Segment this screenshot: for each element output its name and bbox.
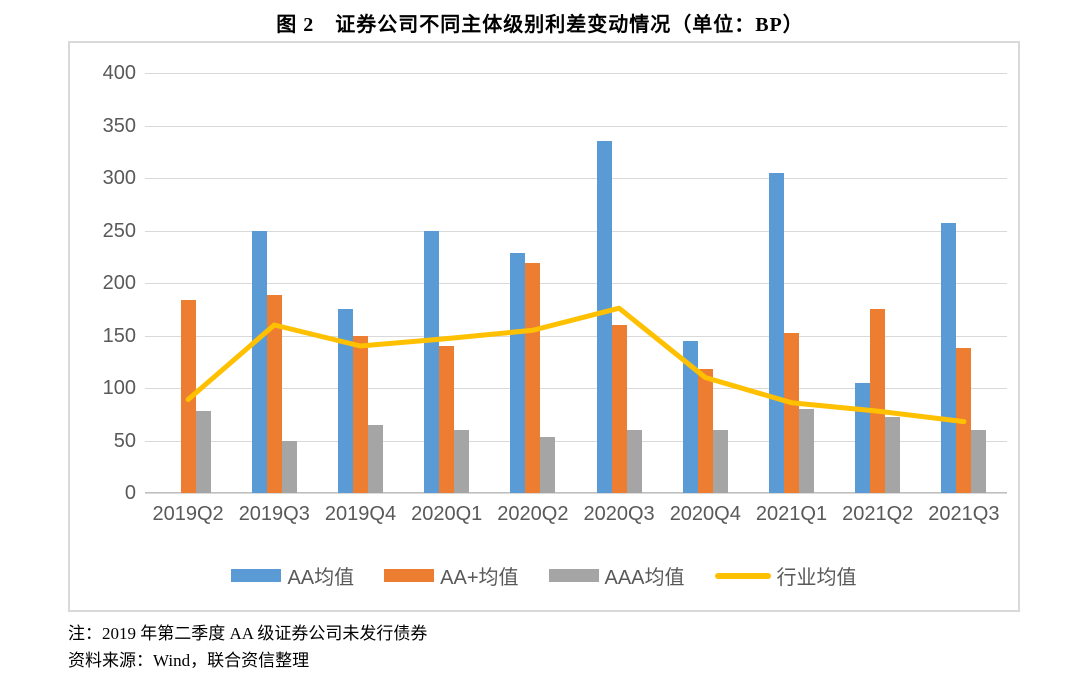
x-tick-label: 2021Q1: [755, 503, 828, 525]
x-axis: 2019Q2 2019Q3 2019Q4 2020Q1 2020Q2 2020Q3 2020…: [145, 503, 1007, 527]
y-tick-label: 0: [124, 482, 136, 504]
y-axis: 0 50 100 150 200 250 300 350 400: [78, 63, 136, 503]
x-tick-label: 2021Q2: [842, 503, 914, 525]
x-tick-label: 2020Q3: [583, 503, 655, 525]
y-tick-label: 100: [102, 377, 136, 399]
aaa-swatch-icon: [548, 569, 599, 582]
chart-area: 0 50 100 150 200 250 300 350 400 2019Q2 2019Q3 201…: [68, 41, 1020, 612]
gridline: [145, 125, 1007, 127]
x-tick-label: 2020Q4: [669, 503, 741, 525]
y-tick-label: 200: [102, 272, 136, 294]
y-tick-label: 350: [102, 114, 136, 137]
legend-item-aa-plus: AA+均值: [384, 561, 519, 590]
bar-AAA均值-2019Q2: [195, 411, 211, 493]
bar-AA+均值-2020Q2: [525, 263, 541, 493]
chart-title: 图 2 证券公司不同主体级别利差变动情况（单位：BP）: [276, 14, 804, 36]
bar-AA均值-2021Q1: [769, 172, 784, 493]
x-axis-line: [145, 492, 1007, 493]
x-tick-label: 2019Q4: [324, 503, 397, 525]
aa-plus-swatch-icon: [384, 569, 435, 582]
bar-AA均值-2019Q4: [338, 309, 353, 493]
y-tick-label: 400: [102, 62, 136, 84]
bar-AAA均值-2020Q2: [540, 437, 556, 493]
bar-AA均值-2020Q2: [510, 252, 526, 493]
y-tick-label: 300: [102, 167, 136, 189]
bar-AA+均值-2021Q1: [784, 333, 799, 493]
bar-AAA均值-2021Q1: [799, 409, 814, 493]
aa-swatch-icon: [231, 569, 282, 582]
industry-line-swatch-icon: [714, 572, 771, 579]
plot-area: [145, 73, 1007, 494]
y-tick-label: 150: [102, 324, 136, 347]
footnotes: 注：2019 年第二季度 AA 级证券公司未发行债券 资料来源：Wind，联合资…: [68, 620, 1008, 674]
bar-AA+均值-2019Q3: [266, 294, 282, 493]
bar-AA均值-2021Q3: [941, 223, 957, 493]
bar-AA均值-2020Q3: [596, 141, 612, 493]
x-tick-label: 2020Q1: [411, 503, 483, 525]
bar-AA+均值-2020Q3: [611, 325, 627, 493]
bar-AA均值-2020Q4: [682, 340, 698, 493]
y-tick-label: 250: [102, 219, 136, 242]
bar-AAA均值-2020Q1: [454, 430, 470, 493]
legend-label-industry: 行业均值: [776, 567, 857, 589]
y-tick-label: 50: [113, 429, 136, 452]
x-tick-label: 2021Q3: [928, 503, 1000, 525]
x-tick-label: 2020Q2: [497, 503, 569, 525]
gridline: [145, 493, 1007, 494]
bar-AA+均值-2021Q2: [870, 309, 886, 493]
bar-AA均值-2019Q3: [251, 230, 267, 493]
gridline: [145, 73, 1007, 74]
bar-AAA均值-2019Q3: [281, 440, 297, 493]
gridline: [145, 178, 1007, 179]
legend-label-aa: AA均值: [287, 567, 355, 589]
gridline: [145, 283, 1007, 284]
bar-AA均值-2020Q1: [424, 230, 440, 493]
gridline: [145, 230, 1007, 232]
legend-item-aaa: AAA均值: [548, 561, 685, 590]
bar-AA+均值-2020Q1: [439, 346, 455, 493]
legend-label-aaa: AAA均值: [604, 567, 685, 589]
footnote-text: 注：2019 年第二季度 AA 级证券公司未发行债券: [68, 624, 428, 643]
bar-AAA均值-2020Q3: [626, 430, 642, 493]
x-tick-label: 2019Q2: [152, 503, 224, 525]
bar-AA+均值-2019Q4: [353, 335, 368, 493]
legend-item-industry: 行业均值: [714, 561, 857, 590]
bar-AAA均值-2019Q4: [368, 424, 383, 493]
source-text: 资料来源：Wind，联合资信整理: [68, 651, 310, 670]
gridline: [145, 440, 1007, 442]
bar-AAA均值-2021Q3: [971, 430, 987, 493]
legend-item-aa: AA均值: [231, 561, 354, 590]
legend: AA均值 AA+均值 AAA均值 行业均值: [70, 561, 1018, 590]
gridline: [145, 388, 1007, 389]
bar-AA+均值-2020Q4: [697, 369, 713, 493]
bar-AAA均值-2021Q2: [885, 417, 901, 493]
gridline: [145, 335, 1007, 337]
industry-average-line: [185, 305, 967, 425]
bar-AAA均值-2020Q4: [712, 430, 728, 493]
x-tick-label: 2019Q3: [238, 503, 310, 525]
legend-label-aa-plus: AA+均值: [440, 567, 519, 589]
